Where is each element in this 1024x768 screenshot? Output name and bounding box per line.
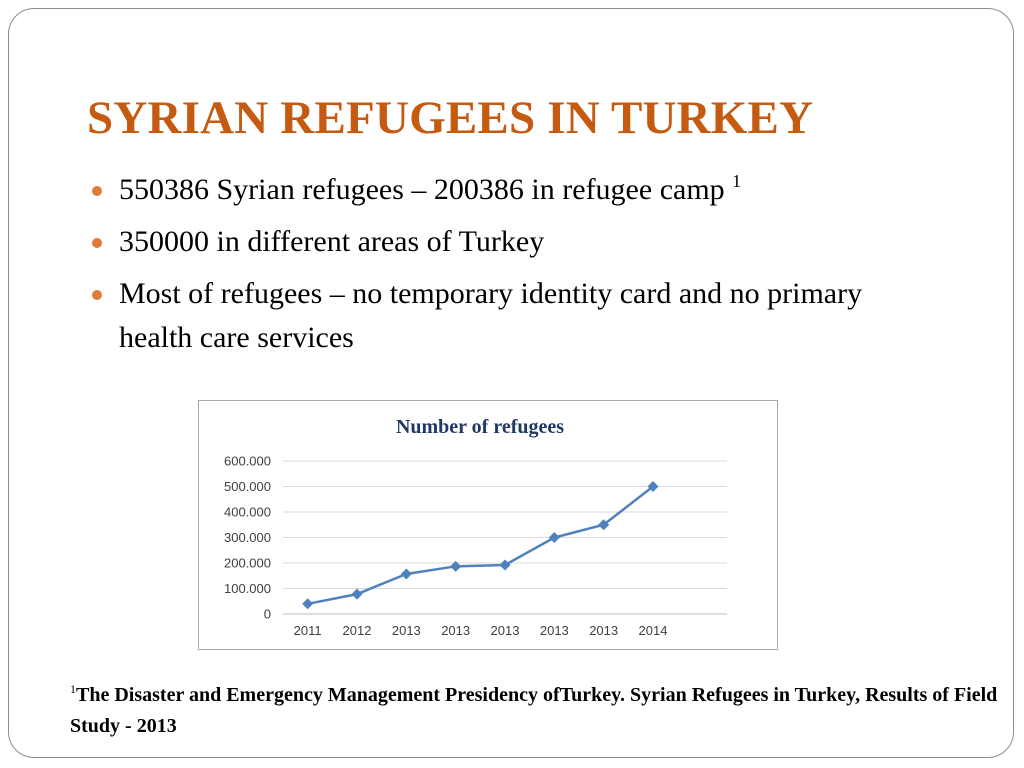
x-tick-label: 2012	[343, 623, 372, 638]
data-point	[598, 519, 610, 531]
bullet-text: Most of refugees – no temporary identity…	[119, 277, 863, 354]
bullet-dot-icon	[92, 186, 102, 196]
y-tick-label: 0	[264, 607, 271, 622]
y-tick-label: 300.000	[224, 530, 271, 545]
footnote-marker: 1	[70, 682, 76, 696]
data-point	[351, 588, 363, 600]
footnote: 1The Disaster and Emergency Management P…	[70, 680, 1000, 742]
y-axis-ticks: 0 100.000 200.000 300.000 400.000 500.000 600.…	[224, 454, 271, 622]
footnote-marker: 1	[732, 171, 742, 191]
x-axis-ticks: 2011 2012 2013 2013 2013 2013 2013 2014	[294, 623, 668, 638]
y-tick-label: 400.000	[224, 505, 271, 520]
y-tick-label: 100.000	[224, 581, 271, 596]
bullet-list: 550386 Syrian refugees – 200386 in refug…	[92, 168, 932, 368]
series-line	[307, 485, 654, 606]
bullet-item: 550386 Syrian refugees – 200386 in refug…	[92, 168, 932, 212]
chart-title: Number of refugees	[396, 416, 564, 438]
x-tick-label: 2011	[294, 623, 322, 638]
x-tick-label: 2013	[441, 623, 470, 638]
chart-canvas: Number of refugees 0 100.000 200.000 300.00…	[224, 416, 727, 638]
y-tick-label: 600.000	[224, 454, 271, 469]
footnote-text: The Disaster and Emergency Management Pr…	[70, 684, 998, 737]
slide-frame	[8, 8, 1014, 758]
data-point	[548, 532, 560, 543]
bullet-item: 350000 in different areas of Turkey	[92, 220, 932, 264]
x-tick-label: 2014	[639, 623, 668, 638]
x-tick-label: 2013	[540, 623, 569, 638]
y-tick-label: 500.000	[224, 479, 271, 494]
x-tick-label: 2013	[491, 623, 520, 638]
x-tick-label: 2013	[589, 623, 618, 638]
y-tick-label: 200.000	[224, 556, 271, 571]
refugee-chart: Number of refugees 0 100.000 200.000 300.00…	[198, 400, 778, 650]
data-point	[450, 560, 462, 572]
data-point	[400, 568, 412, 580]
bullet-item: Most of refugees – no temporary identity…	[92, 272, 932, 360]
bullet-text: 350000 in different areas of Turkey	[119, 225, 545, 258]
series-layer	[302, 481, 659, 610]
data-point	[302, 598, 314, 610]
data-point	[647, 481, 659, 492]
bullet-text: 550386 Syrian refugees – 200386 in refug…	[119, 173, 733, 206]
data-point	[499, 559, 511, 571]
x-tick-label: 2013	[392, 623, 421, 638]
grid-lines	[283, 460, 727, 615]
bullet-dot-icon	[92, 290, 102, 300]
slide-title: SYRIAN REFUGEES IN TURKEY	[87, 92, 814, 144]
bullet-dot-icon	[92, 238, 102, 248]
